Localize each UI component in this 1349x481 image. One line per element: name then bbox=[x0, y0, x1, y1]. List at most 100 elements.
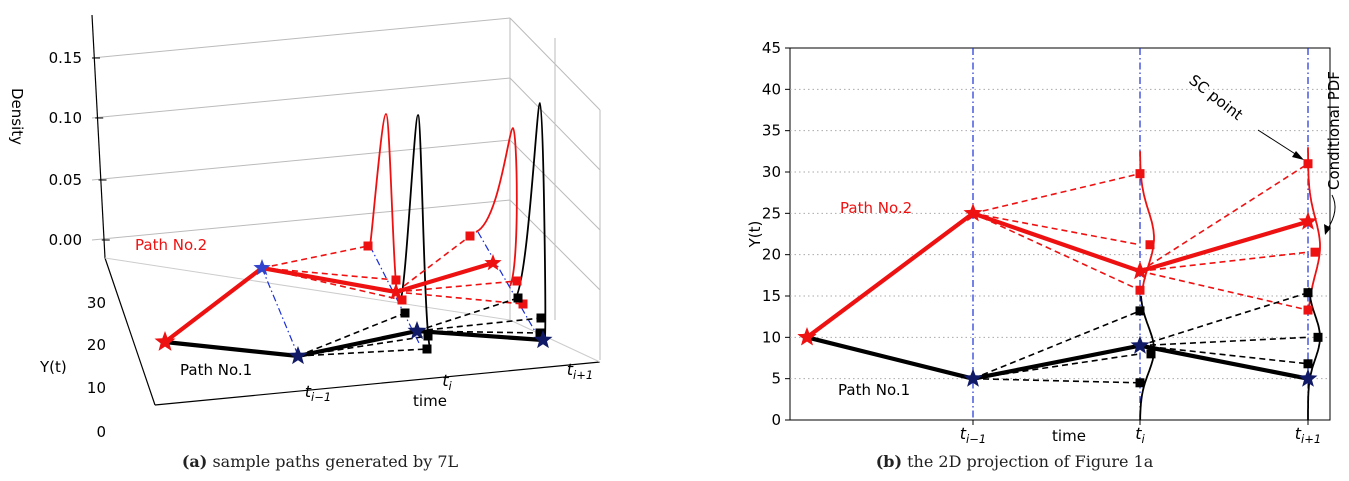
y-tick-label: 30 bbox=[762, 163, 781, 181]
sc-dashed-line bbox=[395, 280, 518, 293]
y-axis-label: Y(t) bbox=[746, 221, 764, 249]
grid-line-back bbox=[91, 17, 511, 59]
y-axis-label: Y(t) bbox=[39, 358, 67, 376]
path-star-marker bbox=[253, 259, 271, 276]
y-tick-label: 5 bbox=[771, 370, 781, 388]
sc-dashed-line bbox=[1139, 291, 1309, 347]
x-tick-label: ti+1 bbox=[567, 360, 593, 382]
path-star-marker bbox=[1130, 261, 1150, 280]
x-tick-label: ti+1 bbox=[1295, 424, 1321, 446]
annotation-arrow-line bbox=[1257, 129, 1301, 158]
sc-point-marker bbox=[1135, 378, 1145, 388]
sc-dashed-line bbox=[1139, 163, 1309, 272]
path-star-marker bbox=[1298, 211, 1318, 230]
y-tick-label: 20 bbox=[87, 336, 106, 354]
path-star-marker bbox=[797, 327, 817, 346]
y-tick-label: 25 bbox=[762, 204, 781, 222]
figure-b-2d-chart: 0 5 10 15 20 25 30 35 40 45 Y(t) ti−1 ti ti+1 time Path… bbox=[680, 0, 1349, 450]
sc-point-marker bbox=[1313, 332, 1323, 342]
z-tick-label: 0.05 bbox=[49, 171, 82, 189]
annotation-sc-point: SC point bbox=[1186, 71, 1247, 124]
y-tick-label: 20 bbox=[762, 246, 781, 264]
sc-point-marker bbox=[400, 308, 410, 318]
series-label-path1: Path No.1 bbox=[838, 381, 910, 399]
sc-point-marker bbox=[397, 295, 407, 305]
z-tick-label: 0.00 bbox=[49, 231, 82, 249]
series-label-path2: Path No.2 bbox=[840, 199, 912, 217]
sc-dashed-line bbox=[972, 377, 1141, 384]
z-axis-line bbox=[91, 14, 106, 259]
time-guide-line bbox=[477, 231, 541, 341]
pdf-curve bbox=[1307, 147, 1321, 313]
caption-b-label: (b) bbox=[875, 452, 903, 471]
plot-frame bbox=[789, 47, 1331, 421]
chart-3d-svg: 0.00 0.05 0.10 0.15 Density 30 20 10 0 Y(t) ti−1 ti… bbox=[8, 14, 601, 441]
annotation-arrow-head bbox=[1324, 224, 1331, 235]
series-line-1 bbox=[806, 335, 1309, 381]
pdf-curve bbox=[399, 114, 431, 349]
z-tick-label: 0.15 bbox=[49, 49, 82, 67]
floor-edge-front bbox=[154, 361, 601, 406]
sc-dashed-line bbox=[1139, 270, 1309, 311]
sc-point-marker bbox=[423, 331, 433, 341]
sc-point-marker bbox=[391, 275, 401, 285]
caption-b-text: the 2D projection of Figure 1a bbox=[907, 452, 1154, 471]
x-axis-label: time bbox=[413, 392, 447, 410]
sc-dashed-line bbox=[416, 317, 542, 332]
series-line-1 bbox=[164, 328, 544, 359]
path-star-marker bbox=[387, 283, 405, 300]
annotation-arrow-head bbox=[1292, 151, 1304, 160]
sc-dashed-line bbox=[972, 172, 1141, 215]
floor-edge-left bbox=[104, 257, 156, 406]
floor-grid bbox=[104, 257, 511, 321]
sc-dashed-line bbox=[1139, 251, 1309, 272]
sc-point-marker bbox=[535, 328, 545, 338]
y-tick-label: 0 bbox=[771, 411, 781, 429]
path-star-marker bbox=[1298, 368, 1318, 387]
sc-point-marker bbox=[1310, 247, 1320, 257]
z-axis-label: Density bbox=[8, 88, 26, 145]
caption-a: (a) sample paths generated by 7L bbox=[0, 452, 640, 471]
y-tick-label: 45 bbox=[762, 39, 781, 57]
y-tick-label: 0 bbox=[96, 423, 106, 441]
sc-dashed-line bbox=[1139, 336, 1309, 347]
sc-point-marker bbox=[1135, 169, 1145, 179]
sc-dashed-line bbox=[261, 245, 369, 269]
sc-point-marker bbox=[465, 231, 475, 241]
sc-point-marker bbox=[518, 299, 528, 309]
y-tick-label: 10 bbox=[87, 379, 106, 397]
sc-dashed-line bbox=[297, 348, 428, 357]
path-star-marker bbox=[533, 330, 553, 349]
path-star-marker bbox=[963, 368, 983, 387]
path-star-marker bbox=[963, 203, 983, 222]
path-star-marker bbox=[484, 254, 502, 271]
sc-dashed-line bbox=[395, 235, 471, 293]
pdf-curve bbox=[369, 113, 399, 301]
sc-point-marker bbox=[1303, 288, 1313, 298]
grid-line-back bbox=[91, 77, 511, 119]
sc-point-marker bbox=[1303, 159, 1313, 169]
path-star-marker bbox=[407, 321, 427, 340]
x-tick-label: ti−1 bbox=[305, 382, 331, 404]
sc-point-marker bbox=[513, 293, 523, 303]
series-line-2 bbox=[805, 210, 1309, 340]
series-line-2 bbox=[163, 260, 494, 344]
y-tick-label: 30 bbox=[87, 294, 106, 312]
figure-a-3d-chart: 0.00 0.05 0.10 0.15 Density 30 20 10 0 Y(t) ti−1 ti… bbox=[0, 0, 640, 450]
sc-point-marker bbox=[1135, 285, 1145, 295]
pdf-curve bbox=[513, 102, 547, 339]
annotation-arrow-line bbox=[1326, 194, 1336, 231]
series-label-path1: Path No.1 bbox=[180, 361, 252, 379]
caption-b: (b) the 2D projection of Figure 1a bbox=[680, 452, 1349, 471]
annotation-conditional-pdf: Conditional PDF bbox=[1325, 71, 1343, 190]
floor-grid bbox=[509, 319, 601, 363]
series-label-path2: Path No.2 bbox=[135, 236, 207, 254]
sc-dashed-line bbox=[972, 212, 1141, 246]
sc-dashed-line bbox=[972, 310, 1141, 380]
chart-2d-svg: 0 5 10 15 20 25 30 35 40 45 Y(t) ti−1 ti ti+1 time Path… bbox=[746, 39, 1343, 446]
sc-point-marker bbox=[1145, 240, 1155, 250]
sc-point-marker bbox=[422, 344, 432, 354]
sc-dashed-line bbox=[297, 312, 406, 357]
time-guide-line bbox=[261, 267, 301, 361]
x-axis-label: time bbox=[1052, 427, 1086, 445]
